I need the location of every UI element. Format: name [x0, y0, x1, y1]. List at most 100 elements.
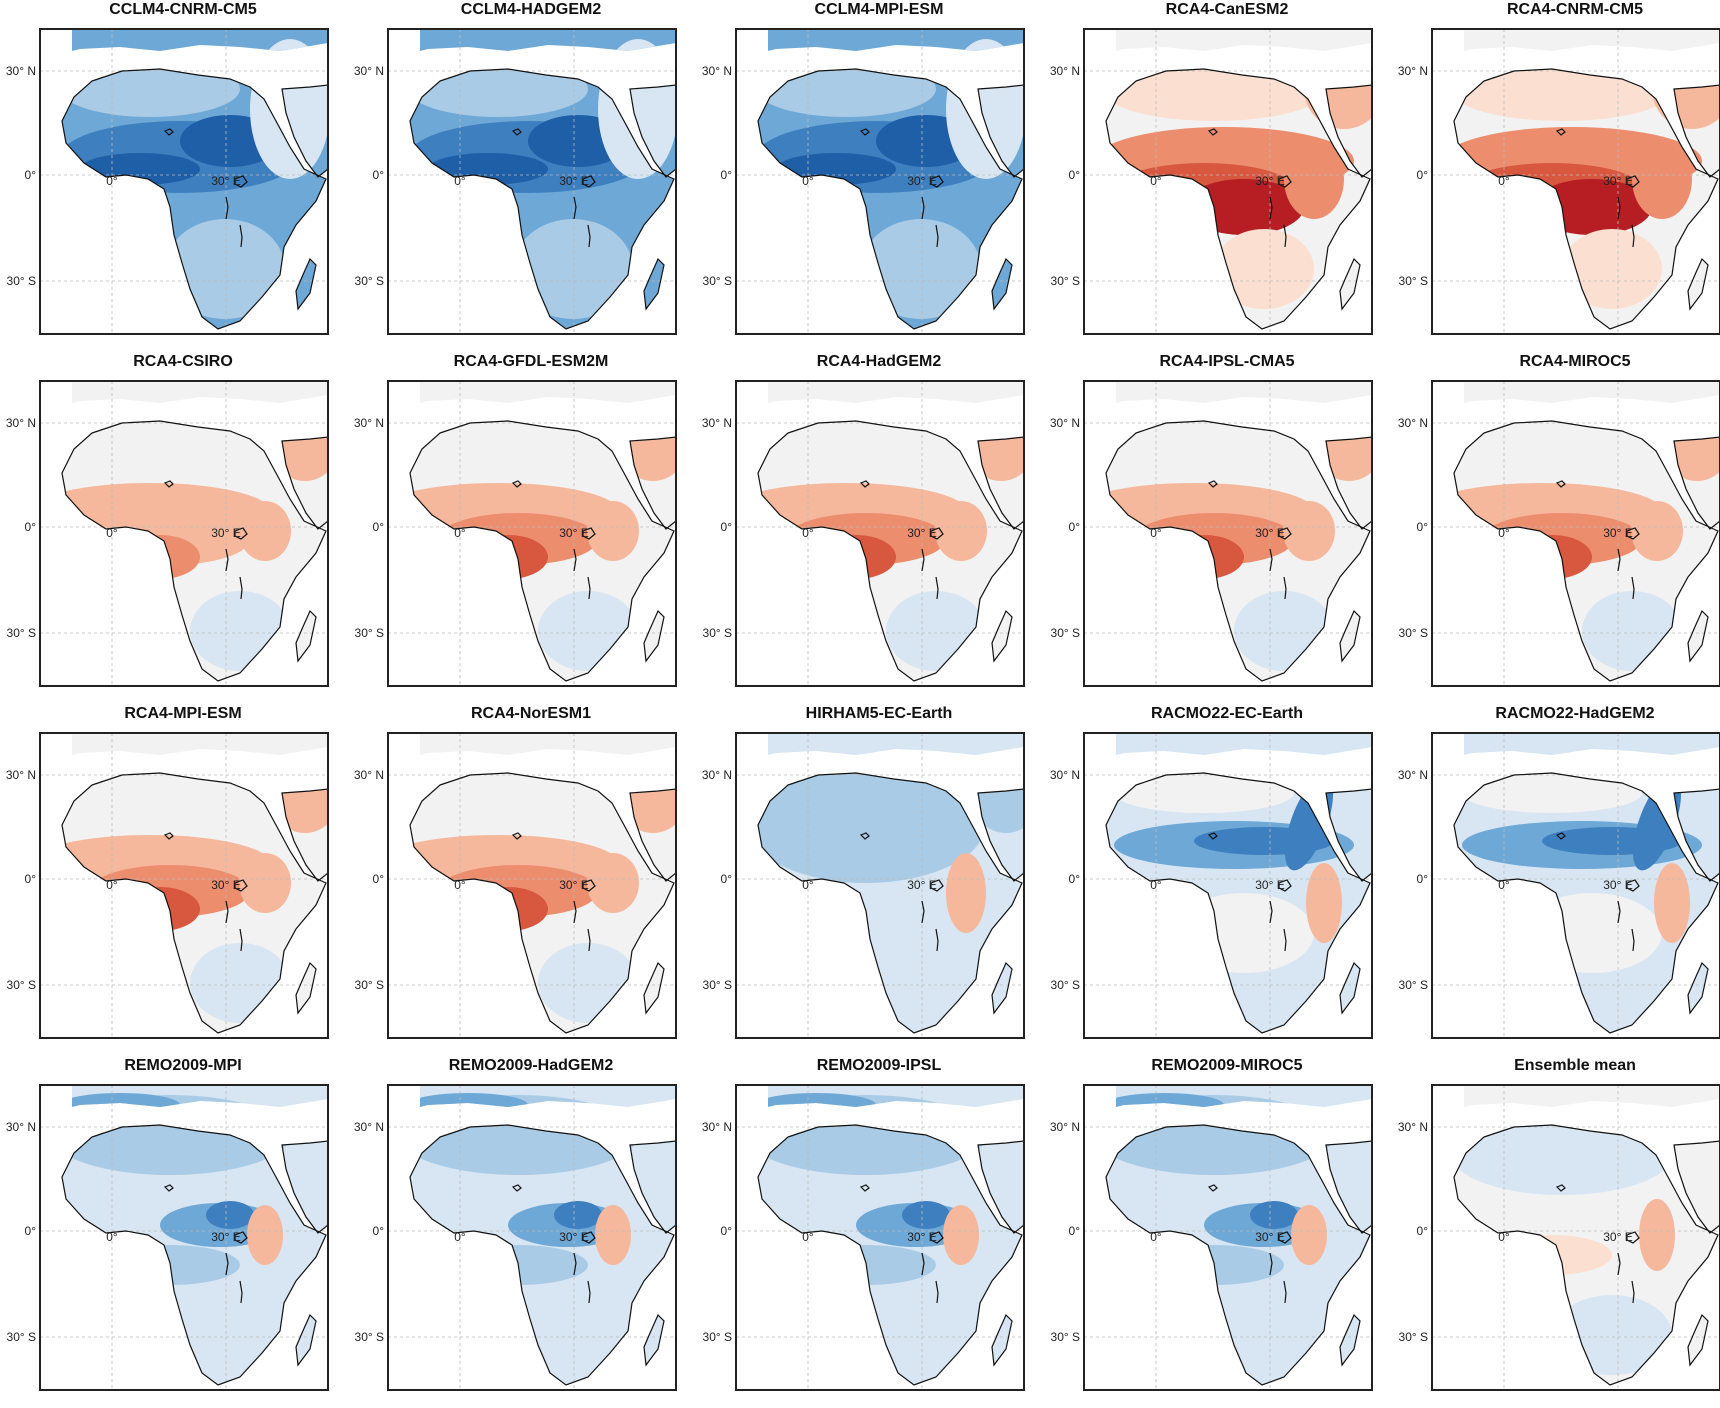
lon-label-30e: 30° E: [559, 526, 588, 540]
lon-label-0: 0°: [1498, 526, 1510, 540]
lat-label-30s: 30° S: [355, 626, 384, 640]
map-svg: 30° N 0° 30° S 0° 30° E: [702, 380, 1025, 687]
coastline: [1453, 1124, 1720, 1386]
lat-label-equator: 0°: [721, 872, 733, 886]
gridlines: [736, 733, 1024, 1038]
lat-label-equator: 0°: [25, 168, 37, 182]
lon-label-0: 0°: [454, 174, 466, 188]
lat-label-30n: 30° N: [702, 768, 732, 782]
lon-label-0: 0°: [106, 1230, 118, 1244]
lat-label-30s: 30° S: [355, 978, 384, 992]
map-frame: [1431, 732, 1720, 1039]
panel-title: HIRHAM5-EC-Earth: [805, 705, 953, 722]
lon-label-30e: 30° E: [907, 1230, 936, 1244]
lat-label-equator: 0°: [1069, 168, 1081, 182]
lat-label-equator: 0°: [373, 168, 385, 182]
map-panel: CCLM4-CNRM-CM5 30° N 0° 30° S 0° 30° E: [6, 0, 338, 352]
map-frame: [387, 732, 677, 1039]
panel-title: REMO2009-IPSL: [816, 1057, 942, 1074]
lon-label-0: 0°: [454, 878, 466, 892]
coastline: [757, 68, 1025, 330]
lon-label-0: 0°: [1498, 878, 1510, 892]
gridlines: [40, 1085, 328, 1390]
lat-label-30n: 30° N: [6, 1120, 36, 1134]
lon-label-30e: 30° E: [1255, 174, 1284, 188]
map-frame: [387, 1084, 677, 1391]
gridlines: [1432, 1085, 1720, 1390]
panel-title: RCA4-HadGEM2: [816, 353, 942, 370]
panel-title: CCLM4-MPI-ESM: [814, 1, 944, 18]
map-svg: 30° N 0° 30° S 0° 30° E: [1398, 732, 1720, 1039]
lon-label-0: 0°: [454, 526, 466, 540]
map-panel: RCA4-MPI-ESM 30° N 0° 30° S 0° 30° E: [6, 704, 338, 1056]
map-frame: [39, 1084, 329, 1391]
lat-label-30s: 30° S: [355, 1330, 384, 1344]
map-frame: [387, 28, 677, 335]
coastline: [1453, 772, 1720, 1034]
map-frame: [39, 380, 329, 687]
map-frame: [1083, 28, 1373, 335]
lat-label-30s: 30° S: [1399, 1330, 1428, 1344]
lat-label-30s: 30° S: [703, 274, 732, 288]
lon-label-30e: 30° E: [1603, 526, 1632, 540]
lat-label-30n: 30° N: [702, 64, 732, 78]
map-panel: REMO2009-MPI 30° N 0° 30° S 0° 30° E: [6, 1056, 338, 1408]
map-frame: [735, 1084, 1025, 1391]
map-svg: 30° N 0° 30° S 0° 30° E: [354, 380, 677, 687]
lat-label-30s: 30° S: [355, 274, 384, 288]
panel-title: REMO2009-MIROC5: [1151, 1057, 1303, 1074]
panel-title: RCA4-CSIRO: [133, 353, 233, 370]
gridlines: [388, 733, 676, 1038]
gridlines: [1084, 733, 1372, 1038]
map-panel: HIRHAM5-EC-Earth 30° N 0° 30° S 0° 30° E: [702, 704, 1034, 1056]
gridlines: [40, 733, 328, 1038]
map-panel: Ensemble mean 30° N 0° 30° S 0° 30° E: [1398, 1056, 1720, 1408]
panel-title: Ensemble mean: [1514, 1057, 1636, 1074]
panel-title: REMO2009-MPI: [124, 1057, 242, 1074]
lat-label-30s: 30° S: [7, 1330, 36, 1344]
lon-label-0: 0°: [1150, 1230, 1162, 1244]
map-svg: 30° N 0° 30° S 0° 30° E: [6, 732, 329, 1039]
lat-label-30n: 30° N: [1398, 64, 1428, 78]
map-panel: RCA4-HadGEM2 30° N 0° 30° S 0° 30° E: [702, 352, 1034, 704]
map-panel: RCA4-IPSL-CMA5 30° N 0° 30° S 0° 30° E: [1050, 352, 1382, 704]
lat-label-30n: 30° N: [354, 416, 384, 430]
lon-label-30e: 30° E: [1255, 1230, 1284, 1244]
lon-label-30e: 30° E: [211, 174, 240, 188]
map-panel: RACMO22-HadGEM2 30° N 0° 30° S 0° 30° E: [1398, 704, 1720, 1056]
lat-label-equator: 0°: [1417, 872, 1429, 886]
gridlines: [40, 381, 328, 686]
map-panel: RCA4-GFDL-ESM2M 30° N 0° 30° S 0° 30° E: [354, 352, 686, 704]
map-frame: [735, 732, 1025, 1039]
lat-label-30s: 30° S: [703, 978, 732, 992]
panel-title: RCA4-NorESM1: [470, 705, 591, 722]
lat-label-30n: 30° N: [1398, 416, 1428, 430]
map-panel: RACMO22-EC-Earth 30° N 0° 30° S 0° 30° E: [1050, 704, 1382, 1056]
lon-label-0: 0°: [802, 526, 814, 540]
lat-label-30n: 30° N: [1050, 64, 1080, 78]
lon-label-30e: 30° E: [907, 526, 936, 540]
map-panel: REMO2009-MIROC5 30° N 0° 30° S 0° 30° E: [1050, 1056, 1382, 1408]
coastline: [757, 1124, 1025, 1386]
lat-label-equator: 0°: [1069, 1224, 1081, 1238]
lat-label-30n: 30° N: [354, 64, 384, 78]
map-svg: 30° N 0° 30° S 0° 30° E: [354, 732, 677, 1039]
lat-label-30s: 30° S: [1051, 978, 1080, 992]
lat-label-equator: 0°: [721, 520, 733, 534]
lon-label-30e: 30° E: [211, 526, 240, 540]
coastline: [1105, 68, 1373, 330]
lat-label-30s: 30° S: [1399, 978, 1428, 992]
map-panel: RCA4-NorESM1 30° N 0° 30° S 0° 30° E: [354, 704, 686, 1056]
gridlines: [1084, 1085, 1372, 1390]
lat-label-equator: 0°: [373, 872, 385, 886]
gridlines: [388, 29, 676, 334]
lon-label-0: 0°: [1498, 174, 1510, 188]
lon-label-0: 0°: [802, 878, 814, 892]
lat-label-30n: 30° N: [1050, 1120, 1080, 1134]
coastline: [61, 68, 329, 330]
lat-label-30n: 30° N: [702, 1120, 732, 1134]
coastline: [1453, 68, 1720, 330]
gridlines: [388, 1085, 676, 1390]
lon-label-0: 0°: [1150, 174, 1162, 188]
